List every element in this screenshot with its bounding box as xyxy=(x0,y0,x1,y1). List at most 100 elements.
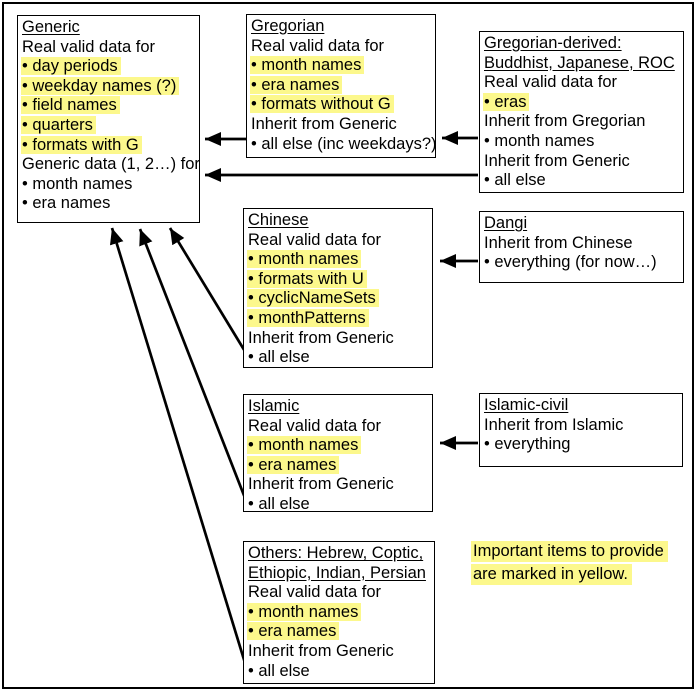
box-text: Real valid data for xyxy=(251,36,384,55)
text-line: Real valid data for xyxy=(248,231,428,251)
text-line: Islamic-civil xyxy=(484,396,678,416)
text-line: • month names xyxy=(22,175,195,195)
box-title: Generic xyxy=(22,18,80,36)
text-line: • era names xyxy=(247,455,428,476)
box-text: Inherit from Islamic xyxy=(484,415,624,434)
text-line: • quarters xyxy=(21,115,195,136)
box-text: Real valid data for xyxy=(484,73,617,92)
box-text: Inherit from Generic xyxy=(251,114,397,133)
bullet-item: • everything (for now…) xyxy=(484,253,657,272)
text-line: • monthPatterns xyxy=(247,308,428,329)
text-line: • all else xyxy=(248,348,428,368)
text-line: Gregorian xyxy=(251,17,431,37)
text-line: Real valid data for xyxy=(248,417,428,437)
bullet-item: • era names xyxy=(247,455,340,474)
box-islamic: Islamic Real valid data for • month names •… xyxy=(243,394,433,515)
text-line: • everything xyxy=(484,435,678,455)
box-title: Others: Hebrew, Coptic, xyxy=(248,544,424,562)
bullet-item: • day periods xyxy=(21,57,121,76)
bullet-item: • month names xyxy=(247,436,362,455)
box-text: Real valid data for xyxy=(248,583,381,602)
box-text: Inherit from Generic xyxy=(248,475,394,494)
box-text: Inherit from Gregorian xyxy=(484,112,646,131)
bullet-item: • month names xyxy=(247,250,362,269)
box-text: Inherit from Chinese xyxy=(484,233,633,252)
text-line: • formats with U xyxy=(247,269,428,290)
bullet-item: • weekday names (?) xyxy=(21,76,180,95)
text-line: • eras xyxy=(483,92,679,113)
box-text: Inherit from Generic xyxy=(248,641,394,660)
text-line: • month names xyxy=(247,602,430,623)
text-line: • day periods xyxy=(21,57,195,77)
text-line: • all else xyxy=(248,495,428,515)
box-title: Gregorian-derived: xyxy=(484,34,622,52)
text-line: • month names xyxy=(484,132,679,152)
box-title: Dangi xyxy=(484,214,528,232)
text-line: Inherit from Generic xyxy=(248,475,428,495)
box-gregorian-derived: Gregorian-derived: Buddhist, Japanese, RO… xyxy=(479,31,684,193)
text-line: Inherit from Generic xyxy=(248,642,430,662)
text-line: Others: Hebrew, Coptic, xyxy=(248,544,430,564)
box-text: Real valid data for xyxy=(248,416,381,435)
box-gregorian: Gregorian Real valid data for • month name… xyxy=(246,14,437,158)
text-line: • weekday names (?) xyxy=(21,76,195,97)
outer-border xyxy=(2,2,694,689)
bullet-item: • era names xyxy=(247,622,340,641)
text-line: Generic data (1, 2…) for xyxy=(22,155,200,175)
bullet-item: • cyclicNameSets xyxy=(247,289,379,308)
text-line: Islamic xyxy=(248,397,428,417)
note-text: Important items to provide xyxy=(471,541,668,562)
bullet-item: • formats with G xyxy=(21,135,142,154)
box-title: Islamic xyxy=(248,397,300,415)
bullet-item: • all else xyxy=(484,171,546,190)
text-line: Real valid data for xyxy=(248,583,430,603)
bullet-item: • era names xyxy=(250,75,343,94)
text-line: • everything (for now…) xyxy=(484,253,679,273)
bullet-item: • month names xyxy=(250,56,365,75)
text-line: • all else (inc weekdays?) xyxy=(251,135,437,155)
bullet-item: • eras xyxy=(483,92,530,111)
box-title: Chinese xyxy=(248,211,309,229)
text-line: • era names xyxy=(22,194,195,214)
text-line: Real valid data for xyxy=(484,73,679,93)
bullet-item: • field names xyxy=(21,96,120,115)
bullet-item: • all else (inc weekdays?) xyxy=(251,134,437,153)
text-line: Generic xyxy=(22,18,195,38)
note-line: Important items to provide xyxy=(471,540,668,563)
box-title: Buddhist, Japanese, ROC xyxy=(484,53,675,72)
box-text: Real valid data for xyxy=(22,37,155,56)
box-title: Islamic-civil xyxy=(484,396,569,414)
text-line: Inherit from Chinese xyxy=(484,234,679,254)
box-text: Generic data (1, 2…) for xyxy=(22,155,200,174)
note-text: are marked in yellow. xyxy=(471,564,632,585)
bullet-item: • formats with U xyxy=(247,269,367,288)
text-line: • month names xyxy=(250,56,431,76)
box-others: Others: Hebrew, Coptic, Ethiopic, Indian,… xyxy=(243,541,435,684)
yellow-legend-note: Important items to provide are marked in… xyxy=(471,540,668,586)
bullet-item: • month names xyxy=(22,174,133,193)
text-line: Buddhist, Japanese, ROC xyxy=(484,54,679,74)
text-line: Inherit from Islamic xyxy=(484,416,678,436)
text-line: Real valid data for xyxy=(251,37,431,57)
text-line: Real valid data for xyxy=(22,38,195,58)
bullet-item: • all else xyxy=(248,494,310,513)
bullet-item: • formats without G xyxy=(250,95,394,114)
bullet-item: • all else xyxy=(248,348,310,367)
box-text: Real valid data for xyxy=(248,230,381,249)
text-line: • formats without G xyxy=(250,95,431,115)
bullet-item: • monthPatterns xyxy=(247,308,369,327)
note-line: are marked in yellow. xyxy=(471,563,668,586)
text-line: Gregorian-derived: xyxy=(484,34,679,54)
bullet-item: • quarters xyxy=(21,115,96,134)
text-line: Inherit from Gregorian xyxy=(484,112,679,132)
box-title: Gregorian xyxy=(251,17,325,35)
text-line: • era names xyxy=(250,75,431,96)
box-title: Ethiopic, Indian, Persian xyxy=(248,563,426,582)
box-generic: Generic Real valid data for • day periods •… xyxy=(17,15,200,223)
text-line: Ethiopic, Indian, Persian xyxy=(248,564,430,584)
text-line: Inherit from Generic xyxy=(248,329,428,349)
text-line: • field names xyxy=(21,96,195,116)
text-line: • all else xyxy=(248,662,430,682)
text-line: • all else xyxy=(484,171,679,191)
